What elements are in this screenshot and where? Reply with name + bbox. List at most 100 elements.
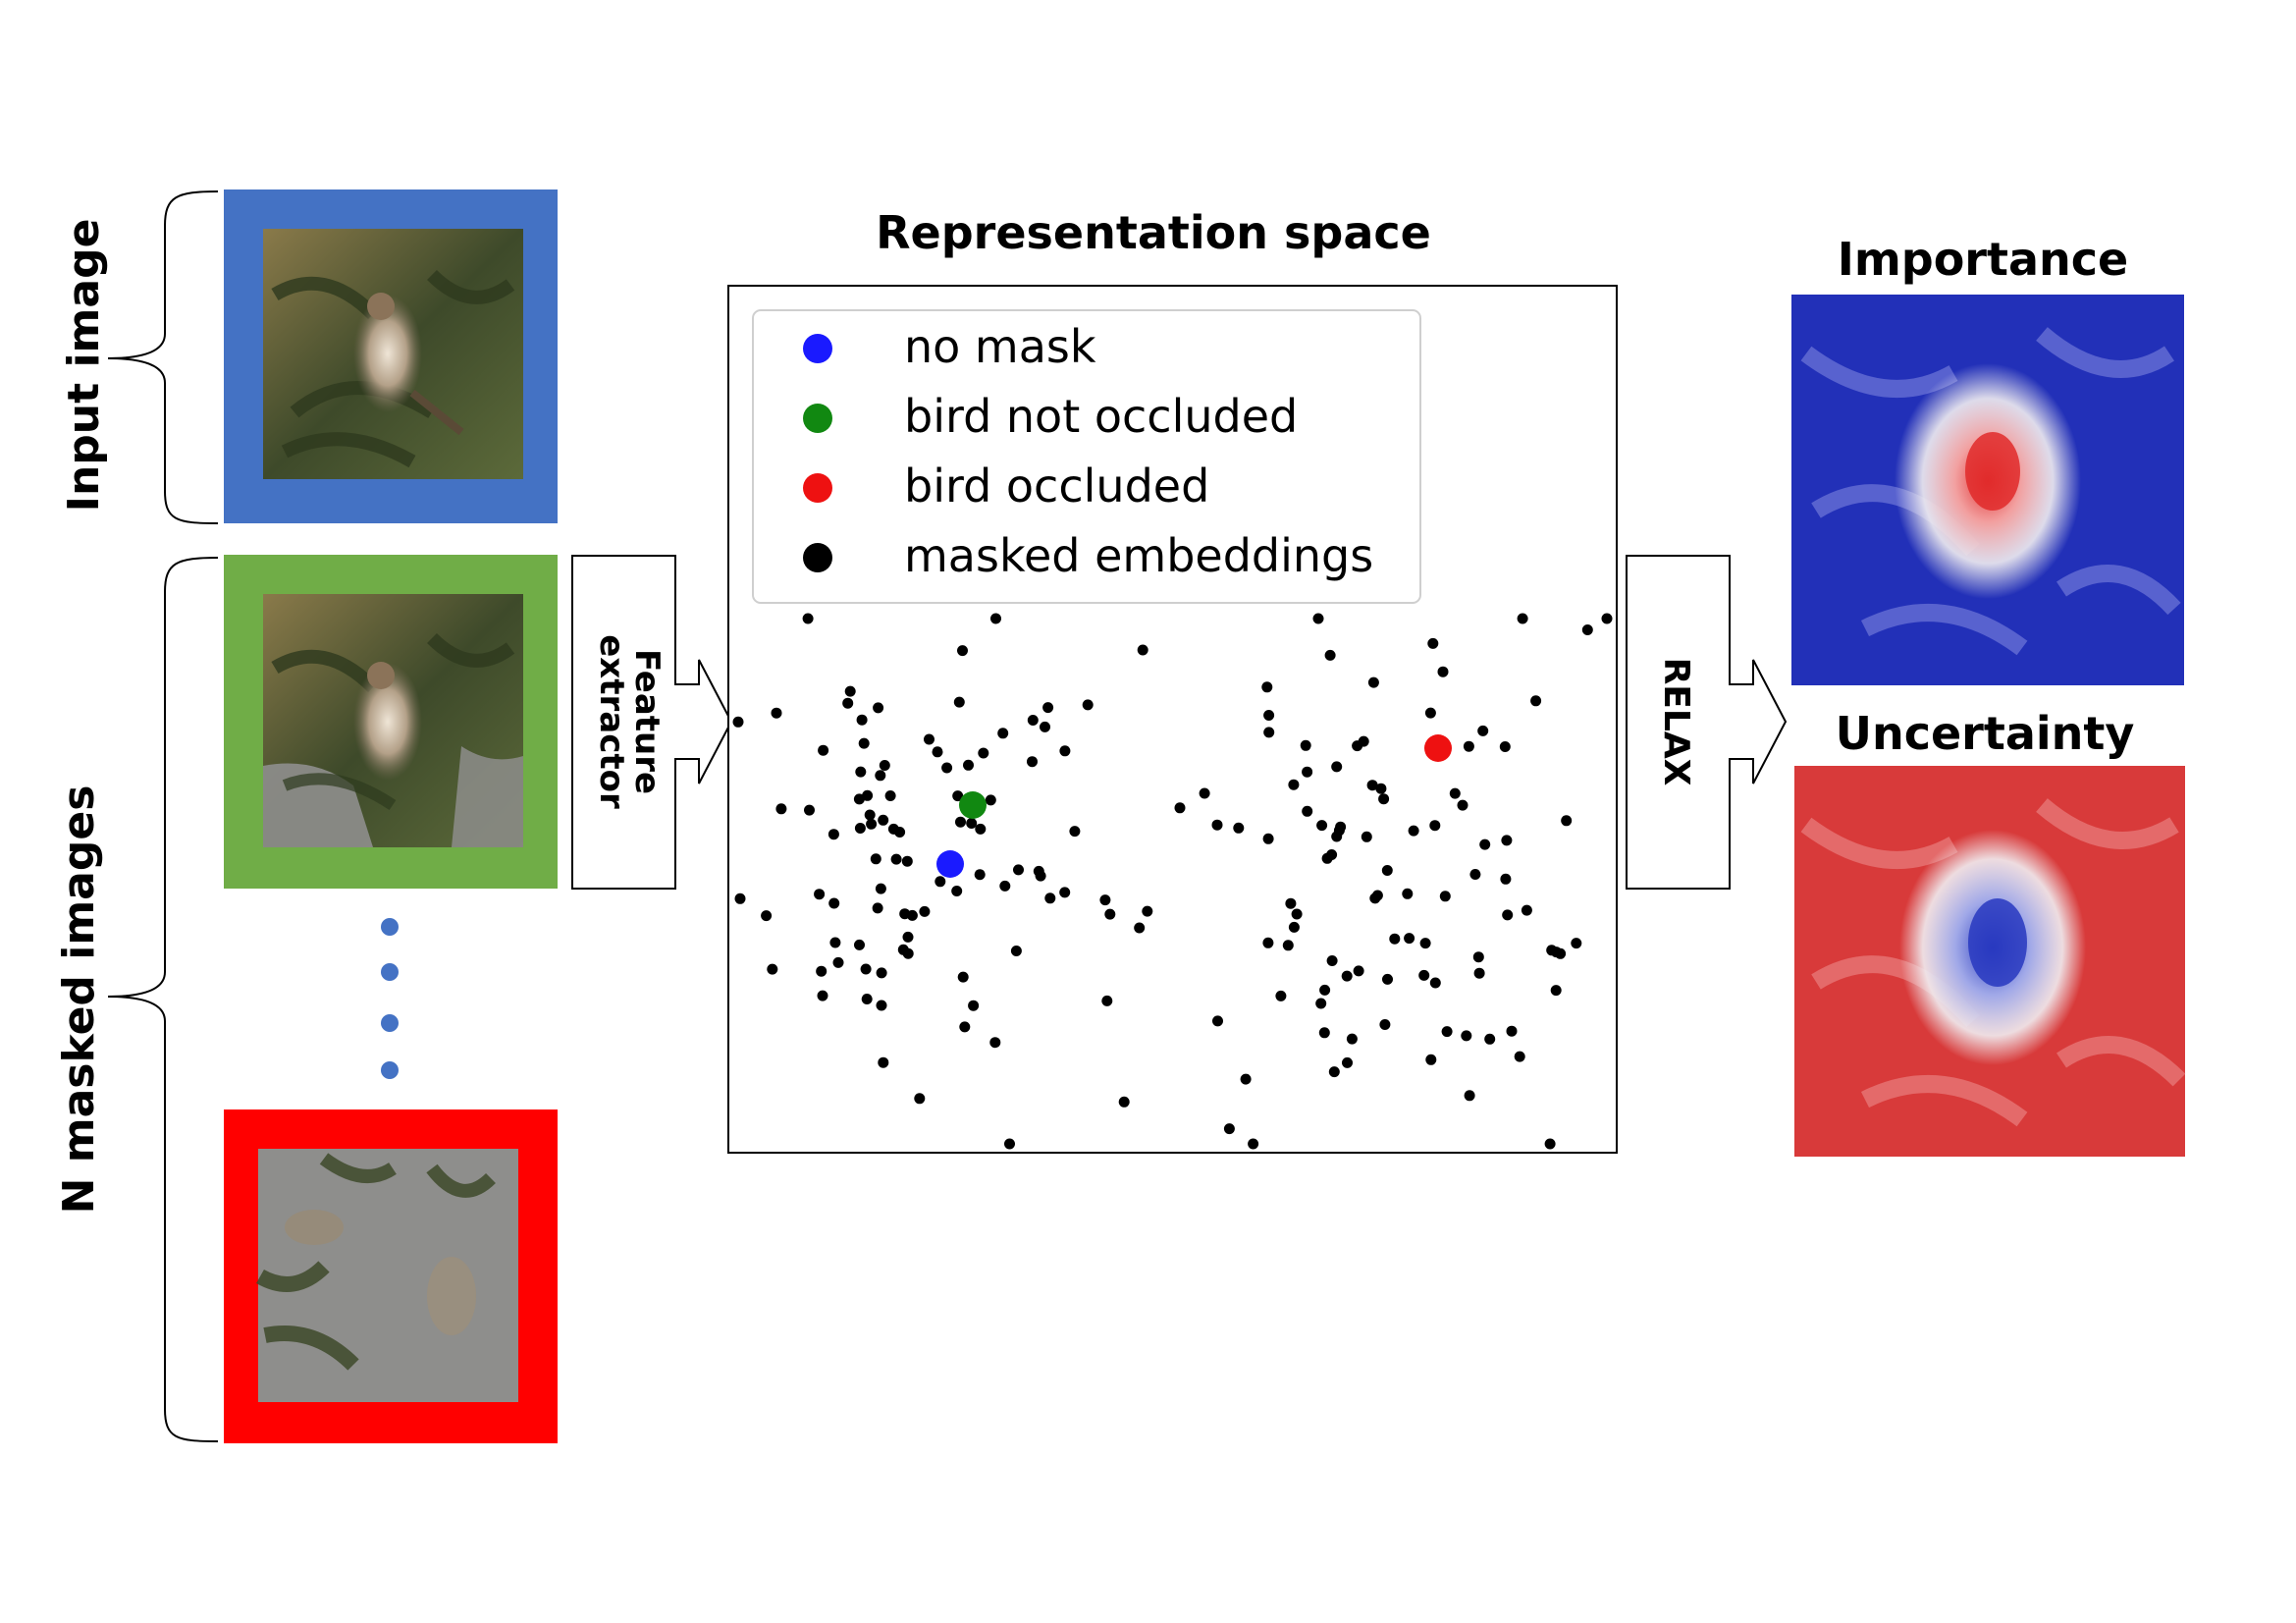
occluded-bird-photo-icon <box>256 1153 496 1371</box>
embedding-point <box>771 707 782 719</box>
embedding-point <box>1328 1066 1340 1078</box>
embedding-point <box>864 809 876 821</box>
embedding-point <box>1457 799 1468 811</box>
embedding-point <box>1469 869 1481 880</box>
relax-label: RELAX <box>1656 658 1696 786</box>
embedding-point <box>1473 967 1485 979</box>
input-image-tile <box>224 189 558 523</box>
embedding-point <box>1282 940 1294 951</box>
embedding-point <box>1449 787 1461 799</box>
embedding-point <box>1199 787 1210 799</box>
embedding-point <box>1288 779 1300 790</box>
embedding-point <box>1404 933 1415 945</box>
embedding-point <box>974 869 986 881</box>
embedding-point <box>1479 839 1491 850</box>
embedding-point <box>1366 780 1378 791</box>
embedding-point <box>1302 766 1313 778</box>
embedding-point <box>876 1000 887 1011</box>
importance-title: Importance <box>1838 233 2129 286</box>
embedding-point <box>959 1021 971 1033</box>
embedding-point <box>1013 864 1024 876</box>
embedding-point <box>1408 825 1419 837</box>
legend-label: bird not occluded <box>904 390 1298 443</box>
embedding-point <box>1546 945 1558 956</box>
embedding-point <box>1211 819 1223 831</box>
embedding-point <box>1316 820 1328 832</box>
embedding-point <box>906 909 918 921</box>
embedding-point <box>963 759 974 771</box>
embedding-point <box>985 794 996 806</box>
embedding-point <box>1069 826 1081 838</box>
embedding-point <box>1300 739 1311 751</box>
embedding-point <box>919 905 931 917</box>
embedding-point <box>828 829 839 840</box>
embedding-point <box>1375 783 1387 794</box>
embedding-point <box>1353 965 1364 977</box>
embedding-point <box>1501 835 1513 846</box>
embedding-point <box>1379 1019 1391 1030</box>
uncertainty-title: Uncertainty <box>1836 707 2135 760</box>
embedding-point <box>1010 946 1022 956</box>
embedding-point <box>1424 707 1436 719</box>
embedding-point <box>1331 761 1343 773</box>
embedding-point <box>1341 970 1353 982</box>
embedding-point <box>966 818 978 829</box>
embedding-point <box>767 963 778 975</box>
point-no-mask <box>936 850 964 878</box>
embedding-point <box>968 1000 980 1011</box>
embedding-point <box>1324 649 1336 661</box>
embedding-point <box>1555 947 1567 959</box>
embedding-point <box>902 931 914 943</box>
embedding-point <box>879 760 890 771</box>
embedding-point <box>924 733 934 745</box>
embedding-point <box>1223 1123 1235 1135</box>
embedding-point <box>1477 725 1489 736</box>
embedding-point <box>802 613 814 624</box>
point-bird-not-occluded <box>959 791 987 819</box>
ellipsis-dots <box>381 918 399 1079</box>
embedding-point <box>1418 969 1430 981</box>
embedding-point <box>1601 613 1613 624</box>
embedding-point <box>804 804 815 816</box>
embedding-point <box>1342 1056 1353 1068</box>
embedding-point <box>1439 891 1451 902</box>
embedding-point <box>1530 695 1542 707</box>
embedding-point <box>1312 613 1324 624</box>
embedding-point <box>1291 908 1303 920</box>
embedding-point <box>1472 951 1484 963</box>
masked-embeddings-scatter <box>732 613 1613 1150</box>
embedding-point <box>1261 681 1273 693</box>
embedding-point <box>1369 893 1381 904</box>
embedding-point <box>902 947 914 959</box>
embedding-point <box>1040 721 1050 732</box>
embedding-point <box>1059 745 1071 757</box>
embedding-point <box>1463 740 1474 752</box>
embedding-point <box>1571 938 1582 949</box>
embedding-point <box>1544 1138 1556 1150</box>
embedding-point <box>978 747 989 759</box>
embedding-point <box>1263 727 1275 738</box>
embedding-point <box>1550 985 1562 997</box>
legend: no mask bird not occluded bird occluded mas… <box>752 309 1421 604</box>
embedding-point <box>999 880 1011 892</box>
embedding-point <box>878 814 889 826</box>
embedding-point <box>1581 624 1593 635</box>
embedding-point <box>854 823 866 834</box>
embedding-point <box>932 746 943 758</box>
embedding-point <box>1464 1090 1475 1102</box>
embedding-point <box>1402 888 1414 899</box>
embedding-point <box>832 956 844 968</box>
importance-heatmap-icon <box>1791 295 2184 685</box>
embedding-point <box>989 1037 1001 1049</box>
embedding-point <box>842 697 854 709</box>
embedding-point <box>860 963 872 975</box>
embedding-point <box>878 1056 889 1068</box>
embedding-point <box>1331 831 1343 842</box>
embedding-point <box>1427 637 1439 649</box>
embedding-point <box>1367 676 1379 688</box>
legend-label: masked embeddings <box>904 529 1373 582</box>
embedding-point <box>1441 1026 1453 1038</box>
masked-image-not-occluded <box>224 555 558 889</box>
embedding-point <box>1212 1015 1223 1027</box>
